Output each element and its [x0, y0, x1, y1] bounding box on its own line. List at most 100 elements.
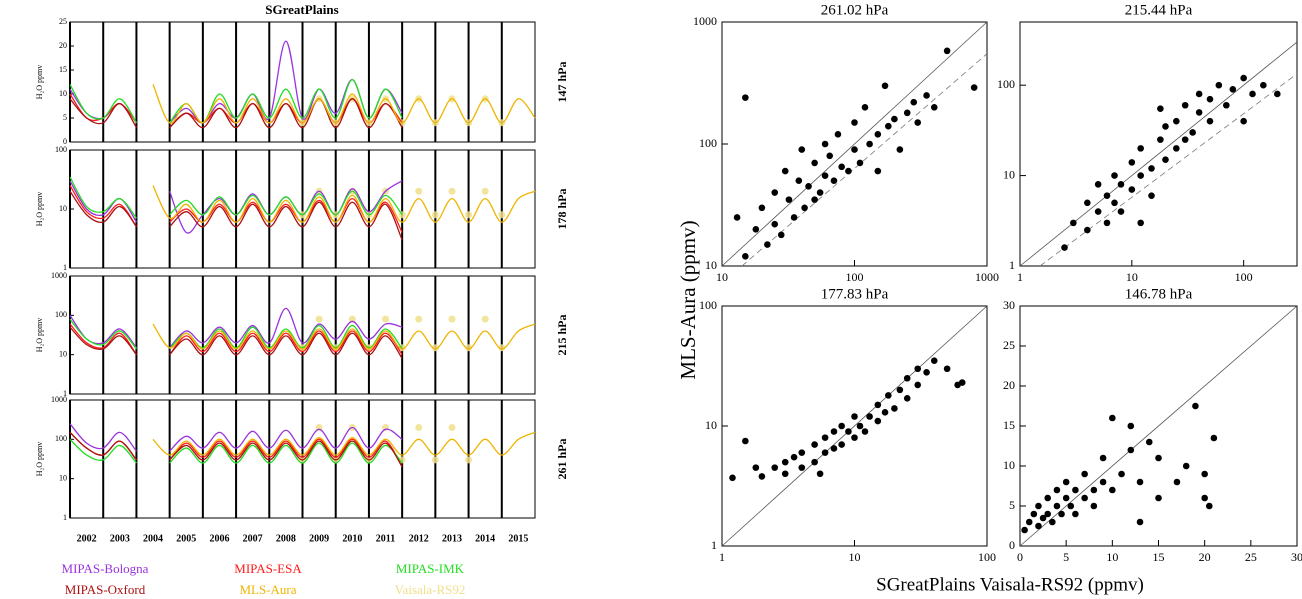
scatter-point [914, 381, 922, 389]
scatter-point [1044, 494, 1051, 502]
scatter-point [1070, 219, 1077, 227]
series-line [169, 190, 403, 216]
scatter-point [1155, 494, 1162, 502]
x-tick-label: 100 [1235, 270, 1253, 284]
scatter-point [1081, 470, 1088, 478]
scatter-point [1173, 145, 1180, 152]
sonde-point [448, 315, 456, 323]
points [733, 47, 978, 260]
x-tick-label: 1000 [975, 270, 999, 284]
scatter-point [1049, 518, 1056, 526]
year-label: 2005 [176, 533, 196, 544]
series-line [152, 431, 536, 456]
sonde-point [465, 344, 473, 352]
y-tick-label: 10 [705, 258, 717, 272]
scatter-point [1148, 192, 1155, 199]
scatter-point [830, 177, 838, 185]
scatter-point [1103, 192, 1111, 199]
series-line [169, 330, 403, 356]
scatter-point [1201, 470, 1208, 478]
scatter-point [896, 146, 904, 153]
scatter-point [1215, 81, 1223, 89]
sonde-point [348, 315, 356, 323]
series-line [69, 176, 137, 219]
pressure-label: 261 hPa [555, 438, 569, 479]
series-line [69, 318, 137, 350]
scatter-point [742, 437, 749, 445]
scatter-point [821, 140, 829, 148]
x-tick-label: 1 [1017, 270, 1023, 284]
scatter-point [851, 146, 858, 153]
scatter-point [970, 84, 978, 91]
one-to-one-line [1019, 41, 1298, 267]
scatter-point [1181, 101, 1189, 109]
scatter-point [1201, 494, 1208, 502]
year-label: 2008 [276, 533, 296, 544]
y-tick-label: 100 [699, 298, 717, 312]
x-tick-label: 25 [1245, 550, 1257, 564]
scatter-point [1058, 510, 1065, 518]
scatter-point [1025, 518, 1033, 526]
scatter-point [1035, 522, 1042, 530]
y-tick-label: 15 [59, 65, 67, 74]
scatter-point [866, 140, 873, 148]
scatter-point [881, 82, 889, 90]
sonde-point [498, 211, 506, 219]
scatter-point [1094, 181, 1102, 188]
y-tick-label: 20 [59, 41, 67, 50]
x-tick-label: 10 [716, 270, 728, 284]
scatter-point [785, 196, 793, 203]
scatter-point [885, 392, 892, 399]
series-line [169, 426, 403, 452]
sonde-point [315, 315, 323, 323]
scatter-point [891, 405, 898, 412]
y-axis-label: H₂O ppmv [35, 65, 44, 100]
scatter-point [821, 449, 829, 456]
scatter-point [1162, 156, 1169, 163]
y-tick-label: 25 [59, 17, 67, 26]
scatter-point [1039, 514, 1047, 522]
x-tick-label: 30 [1291, 550, 1302, 564]
scatter-point [1128, 159, 1136, 166]
scatter-point [1090, 486, 1098, 494]
scatter-point [1195, 90, 1203, 98]
year-label: 2010 [342, 533, 362, 544]
legend-entry: Vaisala-RS92 [395, 582, 466, 597]
y-tick-label: 1 [1009, 258, 1015, 272]
scatter-point [1035, 502, 1042, 510]
scatter-point [1118, 470, 1125, 478]
scatter-point [752, 464, 760, 471]
scatter-point [1094, 208, 1102, 215]
scatter-point [1021, 526, 1028, 534]
y-tick-label: 25 [1003, 338, 1015, 352]
one-to-one-line [1019, 305, 1298, 547]
scatter-point [1090, 502, 1098, 510]
x-tick-label: 5 [1063, 550, 1069, 564]
y-tick-label: 1 [63, 513, 67, 522]
series-line [69, 323, 137, 356]
pressure-label: 178 hPa [555, 188, 569, 229]
scatter-point [811, 196, 818, 203]
points [729, 357, 966, 482]
x-tick-label: 20 [1199, 550, 1211, 564]
scatter-point [885, 122, 892, 130]
scatter-point [816, 470, 824, 478]
scatter-point [1137, 145, 1144, 152]
series-line [69, 438, 137, 464]
scatter-point [1044, 510, 1051, 518]
scatter-point [856, 422, 864, 430]
scatter-point [771, 189, 779, 196]
legend-entry: MIPAS-ESA [234, 561, 302, 576]
scatter-point [742, 253, 749, 260]
series-line [69, 98, 137, 128]
scatter-point [851, 413, 858, 420]
sonde-point [382, 315, 390, 323]
scatter-point [1062, 494, 1070, 502]
scatter-point [930, 357, 938, 365]
scatter-point [758, 204, 766, 212]
sonde-point [448, 423, 456, 431]
series-line [69, 84, 137, 124]
x-tick-label: 100 [978, 550, 996, 564]
x-tick-label: 100 [846, 270, 864, 284]
scatter-point [891, 115, 898, 123]
